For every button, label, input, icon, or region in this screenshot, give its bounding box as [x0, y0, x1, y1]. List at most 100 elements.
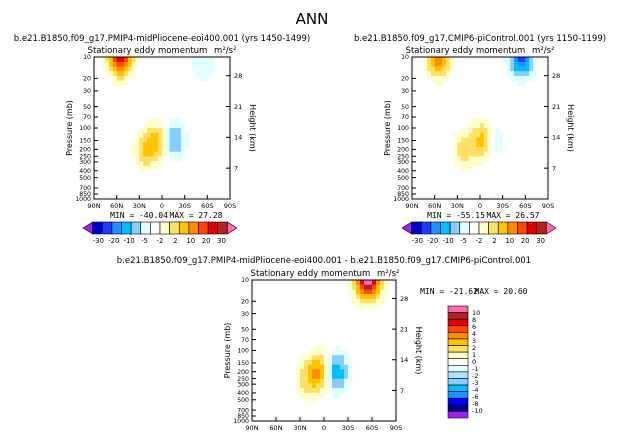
y-tick-label: 150: [79, 138, 91, 145]
field-cell: [344, 374, 349, 380]
colorbar-box: [169, 221, 180, 235]
field-cell: [529, 61, 534, 67]
field-cell: [154, 137, 159, 143]
field-cell: [101, 57, 106, 63]
y-tick-label: 20: [83, 76, 91, 83]
field-cell: [124, 75, 129, 82]
field-cell: [320, 392, 325, 398]
field-cell: [180, 128, 186, 134]
field-cell: [529, 66, 534, 72]
field-cell: [495, 142, 500, 148]
field-cell: [320, 359, 325, 365]
contour-field: [423, 57, 541, 171]
field-cell: [192, 66, 197, 72]
panel-2-case-title: b.e21.B1850.f09_g17.CMIP6-piControl.001 …: [354, 34, 606, 44]
field-cell: [476, 123, 481, 129]
field-cell: [376, 303, 381, 309]
height-tick-label: 28: [400, 295, 408, 303]
field-cell: [177, 118, 182, 124]
field-cell: [434, 57, 439, 63]
colorbar-box: [121, 221, 132, 235]
field-cell: [196, 71, 201, 77]
field-cell: [510, 75, 515, 82]
field-cell: [143, 165, 148, 171]
field-cell: [514, 61, 519, 67]
field-cell: [506, 57, 511, 63]
field-cell: [180, 123, 186, 129]
field-cell: [446, 75, 451, 82]
field-cell: [207, 66, 212, 72]
field-cell: [453, 151, 458, 157]
field-cell: [336, 374, 341, 380]
colorbar-box: [188, 221, 199, 235]
field-cell: [468, 128, 473, 134]
field-cell: [211, 57, 216, 63]
field-cell: [430, 75, 436, 82]
contour-field: [296, 280, 389, 403]
field-cell: [316, 359, 321, 365]
field-cell: [135, 161, 140, 167]
right-axis-label: Height (km): [414, 327, 423, 375]
field-cell: [158, 142, 163, 148]
field-cell: [457, 137, 462, 143]
field-cell: [472, 146, 477, 153]
field-cell: [173, 123, 178, 129]
field-cell: [211, 61, 216, 67]
colorbar-box: [159, 221, 170, 235]
field-cell: [135, 156, 140, 162]
field-cell: [304, 374, 309, 380]
x-tick-label: 90S: [390, 424, 402, 432]
field-cell: [376, 294, 381, 300]
field-cell: [158, 161, 163, 167]
field-cell: [480, 118, 485, 124]
field-cell: [449, 66, 454, 72]
field-cell: [139, 146, 144, 153]
field-cell: [146, 128, 152, 134]
colorbar-label: -20: [108, 237, 119, 245]
colorbar-box: [546, 221, 557, 235]
field-cell: [510, 61, 515, 67]
panel-1-colorbar: -30 -20 -10 -5 -2 2 10 20 30: [82, 221, 238, 245]
field-cell: [173, 128, 178, 134]
field-cell: [360, 289, 365, 295]
colorbar-label: -2: [472, 372, 478, 380]
y-tick-label: 200: [79, 147, 91, 154]
field-cell: [158, 151, 163, 157]
field-cell: [332, 359, 337, 365]
field-cell: [124, 66, 129, 72]
field-cell: [320, 350, 325, 356]
y-tick-label: 1000: [75, 196, 91, 203]
field-cell: [109, 61, 114, 67]
y-tick-label: 500: [79, 175, 91, 182]
field-cell: [146, 132, 152, 138]
colorbar-box: [478, 221, 489, 235]
field-cell: [316, 364, 321, 370]
x-tick-label: 90N: [405, 202, 418, 210]
y-tick-label: 250: [397, 153, 409, 160]
field-cell: [430, 57, 436, 63]
field-cell: [296, 383, 301, 389]
field-cell: [169, 142, 174, 148]
y-tick-label: 70: [241, 337, 249, 344]
colorbar-box: [447, 404, 469, 412]
field-cell: [483, 132, 488, 138]
colorbar-label: -20: [427, 237, 438, 245]
field-cell: [360, 303, 365, 309]
field-cell: [521, 71, 526, 77]
field-cell: [498, 137, 504, 143]
right-axis-label: Height (km): [248, 104, 257, 152]
field-cell: [510, 66, 515, 72]
field-cell: [476, 156, 481, 162]
field-cell: [154, 146, 159, 153]
field-cell: [480, 151, 485, 157]
field-cell: [150, 123, 155, 129]
field-cell: [364, 280, 369, 286]
field-cell: [380, 289, 385, 295]
field-cell: [449, 57, 454, 63]
field-cell: [438, 80, 443, 86]
panel-1-plot-area: 90N 60N 30N 0 30S 60S 90S 10 20 30 50 70 100 150 20025…: [65, 54, 257, 210]
field-cell: [146, 151, 152, 157]
field-cell: [304, 388, 309, 394]
field-cell: [173, 142, 178, 148]
